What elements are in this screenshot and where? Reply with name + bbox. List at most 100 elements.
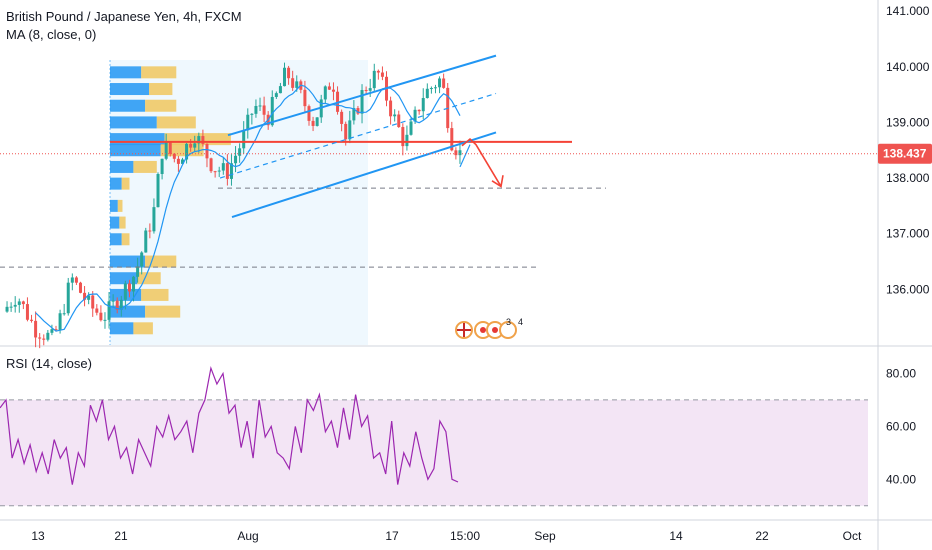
candle-body: [197, 136, 201, 144]
candle-body: [401, 127, 405, 147]
candle-body: [364, 90, 368, 92]
event-flag-uk-cross: [457, 323, 471, 337]
volume-profile-bar-down: [145, 305, 181, 318]
time-tick-label: 15:00: [450, 529, 480, 543]
ma-legend[interactable]: MA (8, close, 0): [6, 27, 97, 42]
volume-profile-bar-down: [141, 288, 169, 301]
time-tick-label: Aug: [237, 529, 258, 543]
candle-body: [372, 70, 376, 89]
candle-body: [323, 86, 327, 100]
candle-body: [311, 120, 315, 126]
candle-body: [397, 114, 401, 128]
rsi-tick-label: 60.00: [886, 419, 916, 433]
candle-body: [213, 171, 217, 173]
projection-arrow-head: [491, 175, 504, 188]
candle-body: [156, 174, 160, 208]
candle-body: [123, 283, 127, 300]
candle-body: [180, 159, 184, 164]
candle-body: [274, 93, 278, 97]
channel-mid-line: [219, 92, 497, 179]
volume-profile-bar-down: [137, 272, 161, 285]
candle-body: [127, 283, 131, 292]
volume-profile-bar-down: [121, 233, 130, 246]
candle-body: [229, 163, 233, 179]
candle-body: [238, 148, 242, 156]
time-tick-label: 14: [669, 529, 683, 543]
candle-body: [221, 163, 225, 171]
symbol-title[interactable]: British Pound / Japanese Yen, 4h, FXCM: [6, 9, 242, 24]
rsi-legend[interactable]: RSI (14, close): [6, 356, 92, 371]
candle-body: [348, 120, 352, 140]
price-tick-label: 137.000: [886, 227, 930, 241]
candle-body: [258, 105, 262, 107]
candle-body: [83, 292, 87, 300]
candle-body: [307, 106, 311, 121]
candle-body: [352, 108, 356, 121]
candle-body: [278, 86, 282, 94]
volume-profile-bar-down: [133, 160, 157, 173]
candle-body: [172, 153, 176, 159]
volume-profile-bar-up: [110, 272, 138, 285]
candle-body: [327, 86, 331, 90]
candle-body: [438, 78, 442, 88]
event-count: 3: [506, 317, 511, 327]
candle-body: [87, 295, 91, 300]
candle-body: [115, 300, 119, 310]
volume-profile-bar-up: [110, 233, 122, 246]
candle-body: [270, 96, 274, 126]
volume-profile-bar-down: [117, 199, 123, 212]
last-price-badge: [878, 143, 932, 164]
candle-body: [433, 87, 437, 89]
candle-body: [107, 301, 111, 320]
volume-profile-bar-up: [110, 322, 134, 335]
volume-profile-bar-down: [145, 99, 177, 112]
candle-body: [217, 170, 221, 172]
candle-body: [368, 88, 372, 91]
candle-body: [450, 128, 454, 151]
candle-body: [185, 143, 189, 160]
candle-body: [360, 90, 364, 114]
candle-body: [95, 308, 99, 313]
time-tick-label: 13: [31, 529, 45, 543]
volume-profile-bar-down: [133, 322, 153, 335]
candle-body: [380, 72, 384, 77]
volume-profile-bar-up: [110, 116, 157, 129]
candle-body: [42, 338, 46, 340]
channel-lower-line: [231, 131, 497, 218]
volume-profile-bar-up: [110, 133, 165, 146]
candle-body: [54, 329, 58, 331]
volume-profile-bar-up: [110, 199, 118, 212]
volume-profile-bar-down: [119, 216, 126, 229]
candle-body: [119, 299, 123, 310]
volume-profile-bar-up: [110, 160, 134, 173]
candle-body: [442, 78, 446, 88]
candle-body: [78, 282, 82, 293]
candle-body: [50, 329, 54, 333]
candle-body: [58, 313, 62, 331]
candle-body: [405, 134, 409, 147]
candle-body: [283, 67, 287, 87]
price-tick-label: 138.000: [886, 171, 930, 185]
volume-profile-bar-down: [121, 177, 130, 190]
time-tick-label: Oct: [843, 529, 862, 543]
candle-body: [344, 123, 348, 140]
price-tick-label: 140.000: [886, 60, 930, 74]
volume-profile-bar-up: [110, 99, 146, 112]
candle-body: [13, 304, 17, 307]
candle-body: [160, 158, 164, 175]
candle-body: [164, 142, 168, 159]
candle-body: [254, 105, 258, 114]
rsi-tick-label: 80.00: [886, 366, 916, 380]
time-tick-label: 17: [385, 529, 399, 543]
candle-body: [140, 252, 144, 267]
candle-body: [409, 121, 413, 135]
candle-body: [17, 301, 21, 305]
volume-profile-bar-up: [110, 83, 149, 96]
candle-body: [132, 276, 136, 292]
candle-body: [66, 282, 70, 314]
candle-body: [176, 158, 180, 164]
candle-body: [189, 143, 193, 148]
projection-tail: [459, 144, 471, 168]
